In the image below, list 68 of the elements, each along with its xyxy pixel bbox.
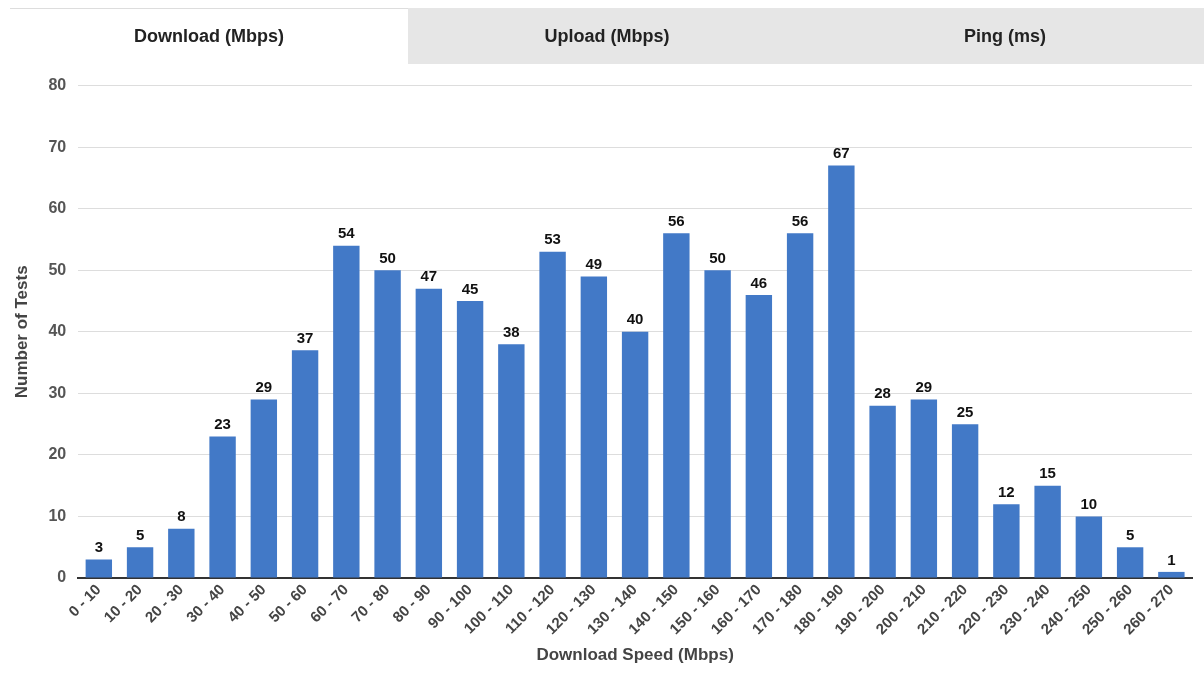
bar <box>951 424 979 578</box>
data-label: 10 <box>1080 495 1098 513</box>
bar <box>374 270 401 578</box>
data-label: 1 <box>1167 550 1176 568</box>
bar <box>415 288 443 578</box>
data-label: 46 <box>750 273 768 291</box>
bar <box>498 344 525 578</box>
data-label: 3 <box>94 538 103 556</box>
data-label: 5 <box>1125 525 1135 543</box>
x-axis-title: Download Speed (Mbps) <box>536 645 734 665</box>
data-label: 50 <box>709 248 726 266</box>
data-label: 37 <box>296 328 314 346</box>
bar <box>1075 516 1103 578</box>
bar <box>910 399 938 578</box>
y-tick-label: 50 <box>48 260 67 278</box>
data-label: 54 <box>337 224 356 242</box>
data-label: 47 <box>420 267 438 285</box>
bar <box>539 251 566 578</box>
data-label: 40 <box>626 310 644 328</box>
data-label: 28 <box>874 384 891 402</box>
text: Upload (Mbps) <box>543 24 671 48</box>
bar <box>1158 571 1185 578</box>
bar <box>745 294 773 578</box>
data-label: 67 <box>833 144 850 162</box>
y-tick-label: 10 <box>48 506 67 524</box>
data-label: 56 <box>668 211 685 229</box>
y-tick-label: 80 <box>48 76 67 94</box>
data-label: 49 <box>585 255 603 273</box>
y-tick-label: 30 <box>48 383 67 401</box>
y-tick-label: 60 <box>48 199 67 217</box>
bar <box>993 504 1020 578</box>
bar <box>126 547 154 578</box>
bar <box>663 233 690 578</box>
data-label: 25 <box>956 402 974 420</box>
bar <box>250 399 278 578</box>
bar <box>456 301 484 578</box>
bar <box>869 405 896 578</box>
data-label: 50 <box>379 248 396 266</box>
y-tick-label: 0 <box>57 568 67 586</box>
data-label: 29 <box>915 378 933 396</box>
data-label: 56 <box>791 211 809 229</box>
bar <box>1116 547 1144 578</box>
bar <box>580 276 608 578</box>
data-label: 8 <box>177 507 186 525</box>
data-label: 15 <box>1039 464 1056 482</box>
bar <box>333 245 360 578</box>
bar <box>168 528 195 578</box>
y-axis-title: Number of Tests <box>11 265 31 399</box>
data-label: 23 <box>214 415 231 433</box>
data-label: 12 <box>998 482 1015 500</box>
y-tick-label: 70 <box>48 137 67 155</box>
text: Ping (ms) <box>963 24 1047 48</box>
data-label: 38 <box>503 322 520 340</box>
data-label: 5 <box>135 525 145 543</box>
y-tick-label: 40 <box>48 322 67 340</box>
data-label: 29 <box>255 378 273 396</box>
data-label: 45 <box>461 279 479 297</box>
bar <box>1034 485 1061 578</box>
bar <box>621 331 649 578</box>
bar <box>85 559 113 578</box>
bar <box>704 270 731 578</box>
text: Download (Mbps) <box>10 8 408 64</box>
data-label: 53 <box>544 230 561 248</box>
y-tick-label: 20 <box>48 445 67 463</box>
bar <box>786 233 814 578</box>
bar <box>209 436 236 578</box>
bar <box>291 350 319 578</box>
bar <box>828 165 855 578</box>
